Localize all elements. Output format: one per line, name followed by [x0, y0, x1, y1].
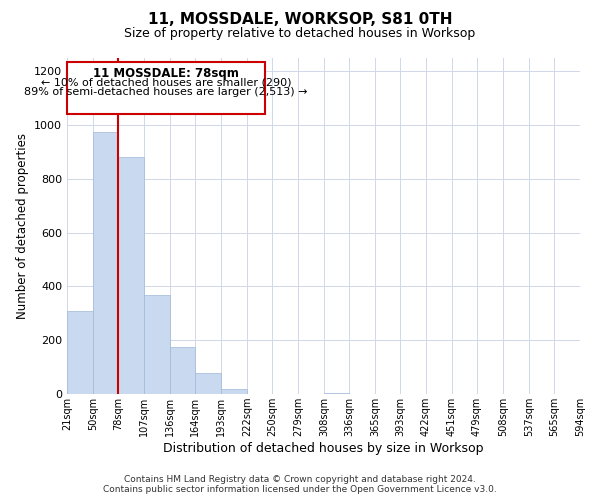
Text: ← 10% of detached houses are smaller (290): ← 10% of detached houses are smaller (29…: [41, 78, 291, 88]
Y-axis label: Number of detached properties: Number of detached properties: [16, 133, 29, 319]
Bar: [118, 157, 144, 394]
Bar: [221, 389, 247, 394]
Text: 89% of semi-detached houses are larger (2,513) →: 89% of semi-detached houses are larger (…: [24, 87, 308, 97]
Text: Size of property relative to detached houses in Worksop: Size of property relative to detached ho…: [124, 28, 476, 40]
X-axis label: Distribution of detached houses by size in Worksop: Distribution of detached houses by size …: [163, 442, 484, 455]
Text: Contains HM Land Registry data © Crown copyright and database right 2024.
Contai: Contains HM Land Registry data © Crown c…: [103, 474, 497, 494]
Bar: [93, 132, 118, 394]
Bar: [195, 372, 221, 394]
Text: 11 MOSSDALE: 78sqm: 11 MOSSDALE: 78sqm: [93, 67, 239, 80]
Text: 11, MOSSDALE, WORKSOP, S81 0TH: 11, MOSSDALE, WORKSOP, S81 0TH: [148, 12, 452, 28]
FancyBboxPatch shape: [67, 62, 265, 114]
Bar: [144, 294, 170, 394]
Bar: [67, 310, 93, 394]
Bar: [170, 347, 195, 394]
Bar: [324, 393, 349, 394]
